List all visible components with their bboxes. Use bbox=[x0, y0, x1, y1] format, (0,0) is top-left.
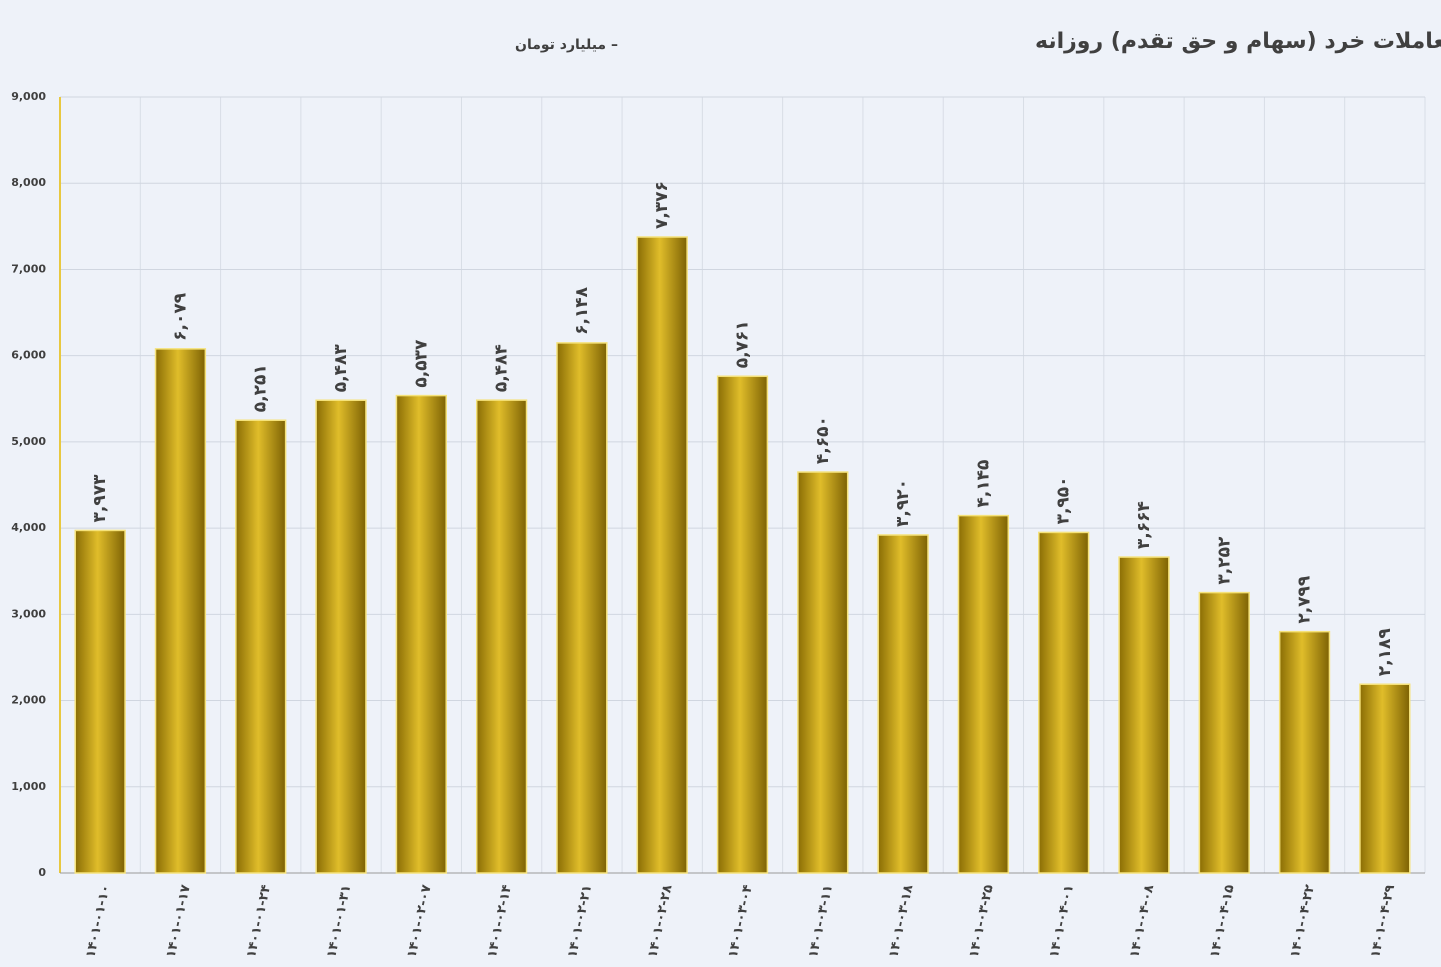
value-label: ۷,۳۷۶ bbox=[652, 181, 672, 229]
value-label: ۵,۴۸۳ bbox=[331, 344, 351, 393]
bar bbox=[1038, 531, 1090, 874]
bar bbox=[395, 394, 447, 874]
value-label: ۲,۷۹۹ bbox=[1295, 575, 1315, 624]
bar bbox=[877, 534, 929, 874]
bar bbox=[475, 399, 528, 874]
bar bbox=[1118, 556, 1170, 874]
bar bbox=[1278, 630, 1331, 874]
bar bbox=[797, 471, 849, 874]
bar bbox=[636, 236, 688, 874]
bar bbox=[315, 399, 367, 874]
value-label: ۵,۲۵۱ bbox=[251, 364, 271, 412]
y-tick-label: 6,000 bbox=[11, 349, 46, 362]
value-label: ۵,۵۳۷ bbox=[411, 339, 431, 388]
value-label: ۲,۱۸۹ bbox=[1375, 628, 1395, 677]
value-label: ۳,۶۶۴ bbox=[1134, 501, 1154, 549]
chart-title: میانگین ارزش معاملات خرد (سهام و حق تقدم… bbox=[1035, 27, 1441, 54]
y-tick-label: 5,000 bbox=[11, 435, 46, 448]
y-tick-label: 0 bbox=[38, 866, 46, 879]
y-tick-label: 9,000 bbox=[11, 90, 46, 103]
value-label: ۵,۷۶۱ bbox=[733, 320, 753, 368]
bar bbox=[716, 375, 769, 874]
value-label: ۳,۹۷۳ bbox=[90, 474, 110, 523]
bar bbox=[1198, 591, 1250, 874]
chart-subtitle: – میلیارد تومان bbox=[515, 37, 618, 53]
bar bbox=[957, 514, 1010, 874]
value-label: ۳,۲۵۲ bbox=[1214, 536, 1234, 585]
value-label: ۴,۶۵۰ bbox=[813, 416, 833, 464]
y-tick-label: 8,000 bbox=[11, 176, 46, 189]
value-label: ۵,۴۸۴ bbox=[492, 344, 512, 392]
bar bbox=[235, 419, 287, 874]
y-tick-label: 7,000 bbox=[11, 262, 46, 275]
value-label: ۳,۹۵۰ bbox=[1054, 476, 1074, 524]
bar bbox=[154, 348, 207, 874]
value-label: ۶,۱۴۸ bbox=[572, 286, 592, 335]
value-label: ۶,۰۷۹ bbox=[170, 292, 190, 341]
y-tick-label: 3,000 bbox=[11, 607, 46, 620]
value-label: ۳,۹۲۰ bbox=[893, 479, 913, 527]
y-tick-label: 1,000 bbox=[11, 780, 46, 793]
bar bbox=[74, 529, 126, 874]
value-label: ۴,۱۴۵ bbox=[973, 460, 993, 508]
y-tick-label: 4,000 bbox=[11, 521, 46, 534]
bar bbox=[556, 342, 608, 874]
y-tick-label: 2,000 bbox=[11, 694, 46, 707]
bar bbox=[1359, 683, 1411, 874]
